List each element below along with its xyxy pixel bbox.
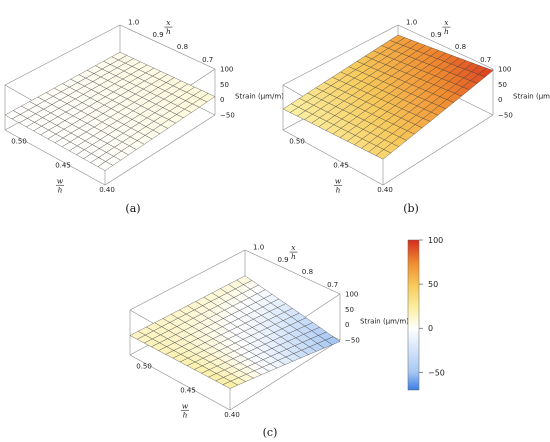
x-tick-label: 0.8 [302, 268, 313, 276]
x-tick-label: 0.8 [455, 43, 466, 51]
z-tick-label: 0 [220, 96, 224, 104]
z-axis-label: Strain (μm/m) [360, 318, 409, 326]
z-tick-label: 50 [345, 306, 354, 314]
panel-label-c: (c) [263, 426, 278, 439]
w-axis-label-den: h [58, 185, 63, 194]
x-tick-label: 0.7 [202, 56, 213, 64]
surface-mesh [129, 275, 341, 389]
x-tick-label: 0.7 [327, 281, 338, 289]
x-axis-label-den: h [291, 252, 296, 261]
z-tick-label: 0 [345, 321, 349, 329]
box-edge [104, 114, 216, 186]
z-tick-label: 100 [220, 66, 233, 74]
x-tick-label: 1.0 [406, 19, 417, 27]
colorbar-tick-label: 50 [428, 280, 438, 289]
w-tick-label: 0.40 [99, 186, 115, 194]
w-axis-label-num: w [335, 176, 342, 185]
z-tick-label: 0 [498, 96, 502, 104]
colorbar-tick-label: −50 [428, 368, 445, 377]
z-tick-label: −50 [220, 112, 235, 120]
z-tick-label: −50 [345, 337, 360, 345]
z-tick-label: −50 [498, 112, 513, 120]
surface-mesh [282, 34, 494, 160]
surface-cell [199, 93, 216, 103]
w-tick-label: 0.40 [224, 411, 240, 419]
box-edge [129, 354, 231, 411]
w-tick-label: 0.50 [11, 137, 27, 145]
w-tick-label: 0.45 [55, 162, 71, 170]
x-tick-label: 0.9 [152, 31, 163, 39]
w-axis-label-den: h [183, 410, 188, 419]
w-axis-label-den: h [336, 185, 341, 194]
box-edge [229, 339, 341, 411]
x-tick-label: 0.9 [430, 31, 441, 39]
box-edge [244, 249, 341, 295]
colorbar-tick-label: 0 [428, 324, 433, 333]
x-axis-label-num: x [444, 18, 449, 27]
z-axis-label: Strain (μm/m) [513, 93, 550, 101]
w-tick-label: 0.45 [180, 387, 196, 395]
w-axis-label-num: w [57, 176, 64, 185]
colorbar-tick-label: 100 [428, 236, 443, 245]
surface-cell [477, 67, 494, 78]
box-edge [4, 24, 121, 86]
x-tick-label: 0.7 [480, 56, 491, 64]
surface-mesh [4, 52, 216, 171]
w-tick-label: 0.50 [289, 137, 305, 145]
x-axis-label-den: h [166, 27, 171, 36]
box-edge [282, 129, 384, 186]
colorbar-gradient [407, 239, 420, 391]
colorbar: 100 50 0 −50 [407, 236, 445, 391]
x-tick-label: 1.0 [253, 244, 264, 252]
box-edge [4, 129, 106, 186]
x-axis-label-den: h [444, 27, 449, 36]
z-tick-label: 50 [220, 81, 229, 89]
w-tick-label: 0.40 [377, 186, 393, 194]
z-tick-label: 50 [498, 81, 507, 89]
z-tick-label: 100 [498, 66, 511, 74]
box-edge [282, 24, 399, 86]
box-edge [397, 24, 494, 70]
x-tick-label: 0.8 [177, 43, 188, 51]
box-edge [129, 249, 246, 311]
w-tick-label: 0.50 [136, 362, 152, 370]
z-tick-label: 100 [345, 291, 358, 299]
w-tick-label: 0.45 [333, 162, 349, 170]
box-edge [382, 114, 494, 186]
z-axis-label: Strain (μm/m) [235, 93, 284, 101]
x-axis-label-num: x [166, 18, 171, 27]
x-axis-label-num: x [291, 243, 296, 252]
x-tick-label: 1.0 [128, 19, 139, 27]
box-edge [119, 24, 216, 70]
w-axis-label-num: w [182, 401, 189, 410]
panel-label-b: (b) [403, 202, 419, 215]
surface-cell [324, 336, 341, 345]
panel-label-a: (a) [125, 202, 140, 215]
x-tick-label: 0.9 [277, 256, 288, 264]
